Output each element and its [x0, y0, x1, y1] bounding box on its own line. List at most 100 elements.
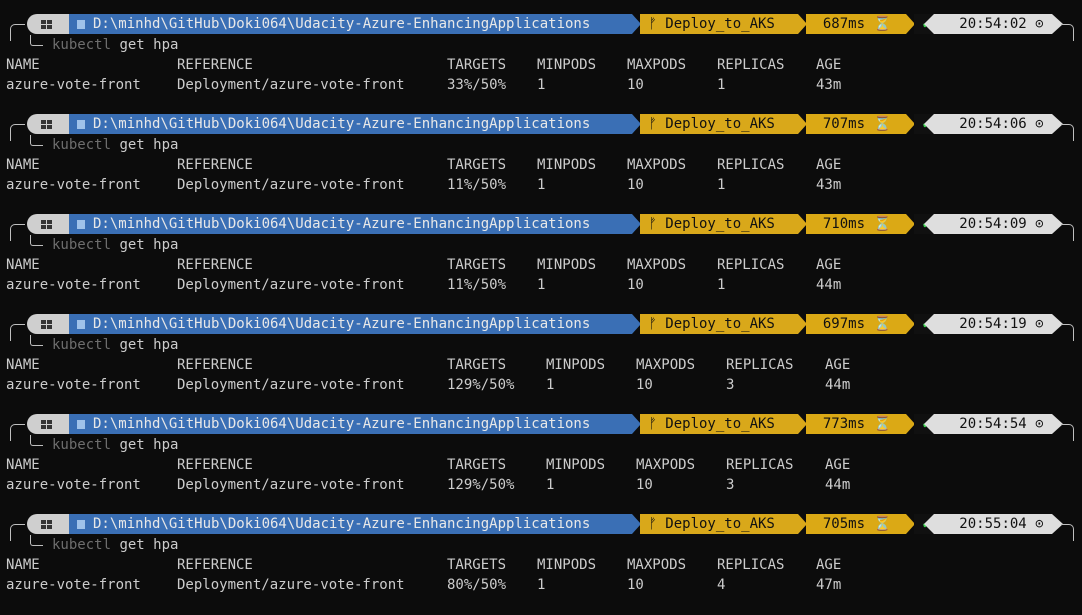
command-args: get hpa — [119, 337, 179, 353]
header-minpods: MINPODS — [537, 157, 597, 173]
prompt-line: D:\minhd\GitHub\Doki064\Udacity-Azure-En… — [0, 114, 1082, 141]
clock-icon: ⊙ — [1035, 416, 1044, 432]
header-targets: TARGETS — [447, 357, 507, 373]
command-line[interactable]: kubectl get hpa — [0, 335, 178, 355]
path-text: D:\minhd\GitHub\Doki064\Udacity-Azure-En… — [93, 416, 591, 432]
os-segment — [27, 514, 78, 534]
time-segment: 20:54:19 ⊙ — [924, 314, 1063, 334]
git-branch-icon: ᚠ — [648, 116, 657, 132]
prompt-line: D:\minhd\GitHub\Doki064\Udacity-Azure-En… — [0, 414, 1082, 441]
col-age: 44m — [825, 477, 851, 493]
header-age: AGE — [816, 557, 842, 573]
col-targets: 129%/50% — [447, 477, 515, 493]
prompt-corner — [10, 424, 25, 441]
col-replicas: 3 — [726, 377, 735, 393]
folder-icon — [77, 20, 85, 29]
duration-text: 773ms — [822, 416, 866, 432]
col-age: 47m — [816, 577, 842, 593]
path-segment: D:\minhd\GitHub\Doki064\Udacity-Azure-En… — [69, 114, 641, 134]
command-args: get hpa — [119, 537, 179, 553]
header-reference: REFERENCE — [177, 257, 253, 273]
time-text: 20:54:06 — [959, 116, 1027, 132]
clock-icon: ⊙ — [1035, 216, 1044, 232]
time-segment: 20:54:54 ⊙ — [924, 414, 1063, 434]
os-segment — [27, 314, 78, 334]
git-segment: ᚠ Deploy_to_AKS — [640, 414, 807, 434]
col-reference: Deployment/azure-vote-front — [177, 377, 405, 393]
command-line[interactable]: kubectl get hpa — [0, 135, 178, 155]
branch-name: Deploy_to_AKS — [665, 16, 775, 32]
col-maxpods: 10 — [627, 77, 644, 93]
col-name: azure-vote-front — [6, 577, 141, 593]
git-branch-icon: ᚠ — [648, 16, 657, 32]
command-args: get hpa — [119, 437, 179, 453]
duration-segment: 705ms ⏳ — [806, 514, 915, 534]
hourglass-icon: ⏳ — [873, 116, 891, 132]
header-name: NAME — [6, 257, 40, 273]
header-reference: REFERENCE — [177, 557, 253, 573]
command-corner — [30, 35, 43, 46]
time-text: 20:54:54 — [959, 416, 1027, 432]
time-segment: 20:54:02 ⊙ — [924, 14, 1063, 34]
command-block: D:\minhd\GitHub\Doki064\Udacity-Azure-En… — [0, 100, 1082, 200]
header-minpods: MINPODS — [537, 257, 597, 273]
header-maxpods: MAXPODS — [627, 557, 687, 573]
col-reference: Deployment/azure-vote-front — [177, 77, 405, 93]
col-reference: Deployment/azure-vote-front — [177, 177, 405, 193]
path-text: D:\minhd\GitHub\Doki064\Udacity-Azure-En… — [93, 16, 591, 32]
command-block: D:\minhd\GitHub\Doki064\Udacity-Azure-En… — [0, 500, 1082, 600]
header-replicas: REPLICAS — [717, 257, 785, 273]
time-segment: 20:55:04 ⊙ — [924, 514, 1063, 534]
time-text: 20:55:04 — [959, 516, 1027, 532]
header-age: AGE — [825, 457, 851, 473]
prompt-corner-right — [1061, 324, 1074, 341]
header-name: NAME — [6, 457, 40, 473]
windows-icon — [41, 420, 52, 429]
col-replicas: 1 — [717, 277, 726, 293]
prompt-line: D:\minhd\GitHub\Doki064\Udacity-Azure-En… — [0, 314, 1082, 341]
col-name: azure-vote-front — [6, 277, 141, 293]
col-reference: Deployment/azure-vote-front — [177, 577, 405, 593]
folder-icon — [77, 520, 85, 529]
windows-icon — [41, 120, 52, 129]
prompt-corner-right — [1061, 224, 1074, 241]
path-segment: D:\minhd\GitHub\Doki064\Udacity-Azure-En… — [69, 14, 641, 34]
header-replicas: REPLICAS — [726, 457, 794, 473]
header-minpods: MINPODS — [537, 57, 597, 73]
command-exe: kubectl — [52, 437, 112, 453]
duration-text: 697ms — [822, 316, 866, 332]
path-text: D:\minhd\GitHub\Doki064\Udacity-Azure-En… — [93, 116, 591, 132]
git-segment: ᚠ Deploy_to_AKS — [640, 114, 807, 134]
path-segment: D:\minhd\GitHub\Doki064\Udacity-Azure-En… — [69, 414, 641, 434]
header-age: AGE — [825, 357, 851, 373]
git-branch-icon: ᚠ — [648, 216, 657, 232]
command-line[interactable]: kubectl get hpa — [0, 435, 178, 455]
folder-icon — [77, 420, 85, 429]
command-exe: kubectl — [52, 537, 112, 553]
command-line[interactable]: kubectl get hpa — [0, 35, 178, 55]
branch-name: Deploy_to_AKS — [665, 416, 775, 432]
header-name: NAME — [6, 557, 40, 573]
command-args: get hpa — [119, 237, 179, 253]
col-minpods: 1 — [537, 77, 546, 93]
col-maxpods: 10 — [627, 277, 644, 293]
branch-name: Deploy_to_AKS — [665, 516, 775, 532]
folder-icon — [77, 220, 85, 229]
header-name: NAME — [6, 157, 40, 173]
terminal-window[interactable]: D:\minhd\GitHub\Doki064\Udacity-Azure-En… — [0, 0, 1082, 601]
git-segment: ᚠ Deploy_to_AKS — [640, 514, 807, 534]
header-targets: TARGETS — [447, 257, 507, 273]
col-minpods: 1 — [537, 577, 546, 593]
time-text: 20:54:19 — [959, 316, 1027, 332]
header-name: NAME — [6, 57, 40, 73]
command-line[interactable]: kubectl get hpa — [0, 235, 178, 255]
prompt-line: D:\minhd\GitHub\Doki064\Udacity-Azure-En… — [0, 514, 1082, 541]
col-targets: 11%/50% — [447, 177, 507, 193]
prompt-corner — [10, 124, 25, 141]
col-age: 43m — [816, 177, 842, 193]
header-maxpods: MAXPODS — [627, 257, 687, 273]
prompt-corner-right — [1061, 524, 1074, 541]
clock-icon: ⊙ — [1035, 16, 1044, 32]
command-line[interactable]: kubectl get hpa — [0, 535, 178, 555]
col-name: azure-vote-front — [6, 77, 141, 93]
